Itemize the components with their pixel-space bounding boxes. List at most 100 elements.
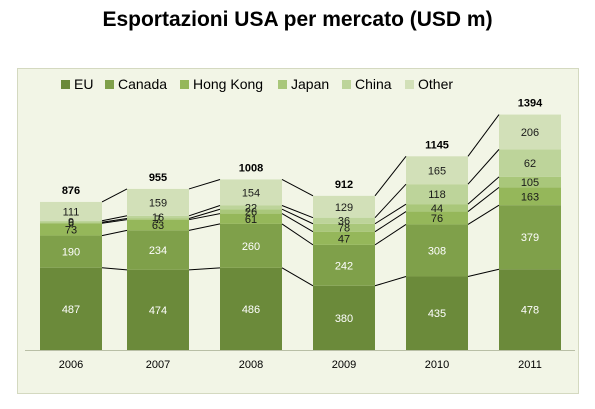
- data-label: 9: [68, 216, 74, 228]
- connector-line: [188, 208, 221, 219]
- bar-segment-2008-hong-kong: [220, 213, 282, 224]
- legend-swatch-hong-kong: [180, 80, 189, 89]
- connector-line: [374, 211, 407, 233]
- x-tick-label-2009: 2009: [332, 359, 356, 371]
- bar-segment-2008-canada: [220, 223, 282, 268]
- connector-line: [101, 188, 128, 203]
- bar-segment-2007-canada: [127, 230, 189, 270]
- total-label-2011: 1394: [518, 98, 543, 110]
- total-label-2008: 1008: [239, 162, 263, 174]
- data-label: 111: [63, 206, 80, 218]
- connector-line: [281, 208, 314, 225]
- connector-line: [101, 219, 128, 224]
- data-label: 16: [152, 212, 164, 224]
- data-label: 379: [521, 232, 539, 244]
- legend-label-china: China: [355, 76, 392, 92]
- bar-segment-2007-japan: [127, 218, 189, 220]
- connector-line: [188, 205, 221, 217]
- bar-segment-2011-eu: [499, 269, 561, 350]
- bar-segment-2010-other: [406, 156, 468, 185]
- connector-line: [101, 229, 128, 237]
- data-label: 165: [428, 165, 446, 177]
- bar-segment-2006-china: [40, 220, 102, 223]
- bar-segment-2007-china: [127, 215, 189, 219]
- total-label-2009: 912: [335, 179, 353, 191]
- bar-segment-2006-canada: [40, 235, 102, 268]
- connector-line: [281, 205, 314, 219]
- connector-line: [281, 213, 314, 233]
- legend-label-eu: EU: [74, 76, 93, 92]
- legend-swatch-other: [405, 80, 414, 89]
- bar-segment-2009-japan: [313, 223, 375, 232]
- x-tick-label-2006: 2006: [59, 359, 83, 371]
- legend-swatch-eu: [61, 80, 70, 89]
- data-label: 44: [431, 203, 443, 215]
- connector-line: [467, 176, 500, 205]
- data-label: 474: [149, 305, 167, 317]
- data-label: 234: [149, 245, 167, 257]
- data-label: 6: [68, 218, 74, 230]
- connector-line: [467, 187, 500, 212]
- plot-area: [17, 68, 579, 394]
- bar-segment-2008-other: [220, 179, 282, 206]
- connector-line: [101, 218, 128, 223]
- bar-segment-2006-eu: [40, 267, 102, 350]
- data-label: 76: [431, 213, 443, 225]
- bar-segment-2010-japan: [406, 204, 468, 212]
- connector-line: [188, 213, 221, 221]
- connector-line: [188, 267, 221, 271]
- data-label: 26: [245, 206, 257, 218]
- connector-line: [374, 224, 407, 246]
- x-tick-label-2011: 2011: [518, 359, 542, 371]
- connector-line: [281, 223, 314, 246]
- bar-segment-2009-hong-kong: [313, 231, 375, 245]
- bar-segment-2011-other: [499, 114, 561, 150]
- connector-line: [101, 267, 128, 271]
- x-tick-label-2008: 2008: [239, 359, 263, 371]
- bar-segment-2010-canada: [406, 224, 468, 277]
- bar-segment-2010-eu: [406, 276, 468, 350]
- legend-swatch-japan: [278, 80, 287, 89]
- data-label: 242: [335, 260, 353, 272]
- connector-line: [467, 204, 500, 225]
- bar-segment-2010-china: [406, 184, 468, 205]
- chart-title: Esportazioni USA per mercato (USD m): [102, 8, 493, 31]
- data-label: 190: [62, 247, 80, 259]
- connector-line: [101, 215, 128, 222]
- connector-line: [374, 156, 407, 197]
- total-label-2006: 876: [62, 185, 80, 197]
- connector-line: [281, 267, 314, 287]
- x-tick-label-2010: 2010: [425, 359, 449, 371]
- connector-line: [188, 178, 221, 190]
- legend-label-other: Other: [418, 76, 453, 92]
- bar-segment-2009-china: [313, 217, 375, 224]
- data-label: 380: [335, 313, 353, 325]
- data-label: 129: [335, 202, 353, 214]
- bar-segment-2011-hong-kong: [499, 187, 561, 206]
- total-label-2007: 955: [149, 172, 167, 184]
- bar-segment-2011-china: [499, 149, 561, 177]
- data-label: 478: [521, 305, 539, 317]
- data-label: 118: [428, 189, 446, 201]
- bar-segment-2009-other: [313, 195, 375, 218]
- data-label: 308: [428, 245, 446, 257]
- connector-line: [467, 149, 500, 185]
- data-label: 206: [521, 127, 539, 139]
- total-label-2010: 1145: [425, 139, 449, 151]
- data-label: 105: [521, 177, 539, 189]
- bar-segment-2011-japan: [499, 176, 561, 188]
- data-label: 260: [242, 241, 260, 253]
- data-label: 73: [65, 224, 77, 236]
- connector-line: [467, 114, 500, 157]
- bar-segment-2007-eu: [127, 269, 189, 350]
- legend-label-canada: Canada: [118, 76, 167, 92]
- data-label: 22: [245, 202, 257, 214]
- bar-segment-2009-eu: [313, 285, 375, 350]
- bar-segment-2011-canada: [499, 205, 561, 270]
- legend-swatch-china: [342, 80, 351, 89]
- data-label: 78: [338, 223, 350, 235]
- connector-line: [374, 203, 407, 225]
- bar-segment-2006-other: [40, 201, 102, 221]
- data-label: 435: [428, 308, 446, 320]
